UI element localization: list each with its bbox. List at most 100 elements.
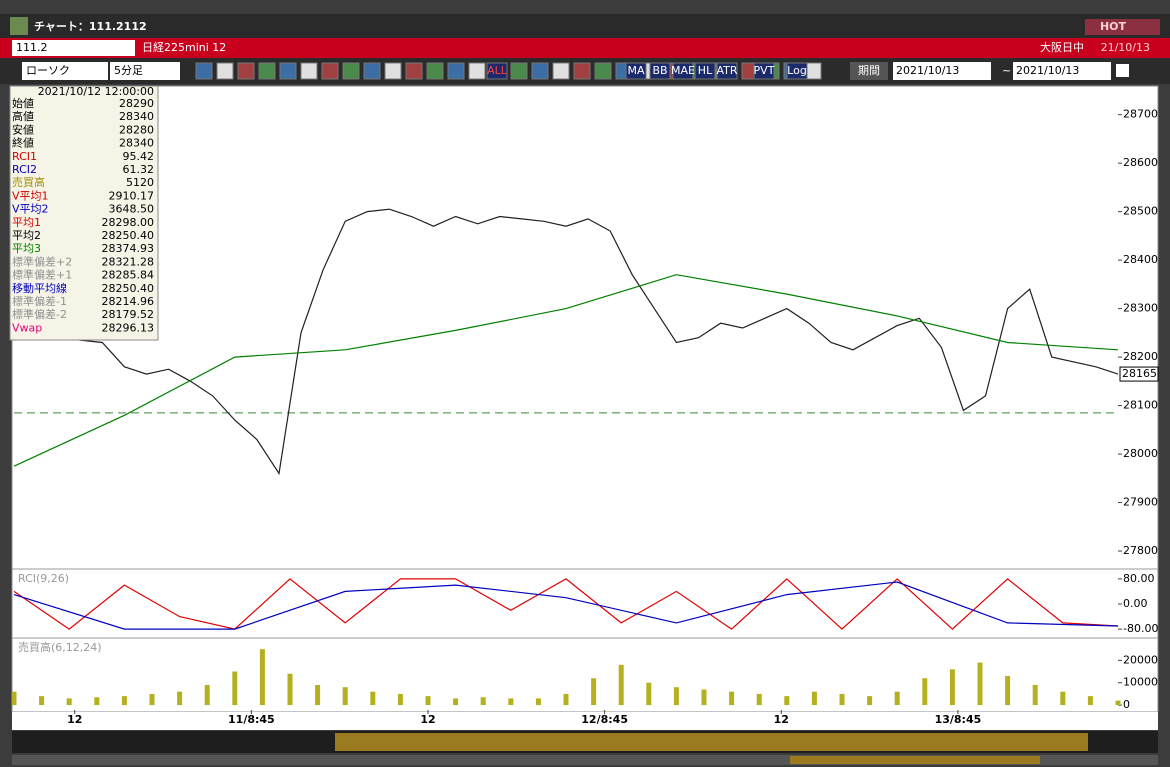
volume-bar xyxy=(977,662,983,706)
toolbar-icon[interactable] xyxy=(237,62,255,80)
scrollbar-thumb[interactable] xyxy=(790,756,1040,764)
series-line xyxy=(13,208,1119,476)
scroll-thumb[interactable] xyxy=(335,733,1088,751)
info-label: 始値 xyxy=(12,96,34,110)
current-price-label: 28165 xyxy=(1122,367,1157,380)
toolbar-icon[interactable] xyxy=(649,62,671,80)
info-label: 平均2 xyxy=(12,229,41,242)
info-bg xyxy=(9,85,159,341)
toolbar-icon[interactable] xyxy=(573,62,591,80)
y-tick-label: 28600 xyxy=(1123,156,1158,169)
chart-type-select[interactable] xyxy=(22,62,108,80)
volume-bar xyxy=(1032,684,1038,706)
info-value: 28214.96 xyxy=(102,295,155,308)
info-value: 28290 xyxy=(119,97,154,110)
toolbar-icon[interactable] xyxy=(786,62,808,80)
volume-bar xyxy=(508,698,514,706)
x-axis-area xyxy=(12,712,1158,730)
info-value: 28340 xyxy=(119,137,154,150)
volume-bar xyxy=(673,687,679,706)
info-value: 28285.84 xyxy=(102,269,155,282)
volume-bar xyxy=(646,682,652,706)
toolbar-icon-label: MAE xyxy=(671,64,695,77)
volume-bar xyxy=(66,698,72,706)
symbol-select[interactable] xyxy=(12,40,135,56)
toolbar-icon[interactable] xyxy=(195,62,213,80)
series-line xyxy=(13,274,1119,467)
toolbar-icon[interactable] xyxy=(279,62,297,80)
volume-bar xyxy=(811,691,817,706)
volume-bar xyxy=(232,671,238,706)
volume-bar xyxy=(149,693,155,706)
volume-bar xyxy=(729,691,735,706)
toolbar-icon[interactable] xyxy=(753,62,775,80)
volume-bar xyxy=(618,664,624,706)
toolbar-icon[interactable] xyxy=(510,62,528,80)
y-tick-label: 28200 xyxy=(1123,350,1158,363)
volume-bar xyxy=(839,693,845,706)
toolbar-icon[interactable] xyxy=(625,62,647,80)
toolbar-icon[interactable] xyxy=(321,62,339,80)
volume-bar xyxy=(177,691,183,706)
toolbar-icon[interactable] xyxy=(694,62,716,80)
volume-bar xyxy=(894,691,900,706)
checkbox[interactable] xyxy=(1116,64,1129,77)
toolbar-icon[interactable] xyxy=(531,62,549,80)
info-panel: 2021/10/12 12:00:00 始値 28290 高値 28340 安値 2828… xyxy=(9,85,159,341)
info-value: 28179.52 xyxy=(102,308,155,321)
volume-bar xyxy=(922,678,928,706)
toolbar-icon[interactable] xyxy=(716,62,738,80)
toolbar-icon[interactable] xyxy=(447,62,465,80)
toolbar-icon[interactable] xyxy=(426,62,444,80)
y-tick-label: 80.00 xyxy=(1123,572,1155,585)
period-button[interactable] xyxy=(850,62,888,80)
series-line xyxy=(13,581,1119,630)
volume-bar xyxy=(453,698,459,706)
series-line xyxy=(13,578,1119,630)
volume-bar xyxy=(1060,691,1066,706)
toolbar-icon[interactable] xyxy=(552,62,570,80)
interval: 5分足 xyxy=(114,64,143,77)
toolbar-icon[interactable] xyxy=(258,62,276,80)
info-value: 28250.40 xyxy=(102,282,155,295)
volume-bar xyxy=(563,693,569,706)
y-tick-label: 28100 xyxy=(1123,399,1158,412)
toolbar-icon[interactable] xyxy=(486,62,508,80)
info-value: 28296.13 xyxy=(102,321,155,334)
toolbar-icon[interactable] xyxy=(342,62,360,80)
toolbar-icon[interactable] xyxy=(363,62,381,80)
to-date: 2021/10/13 xyxy=(1016,64,1079,77)
x-tick-label: 11/8:45 xyxy=(228,713,275,726)
info-label: 売買高 xyxy=(12,175,45,189)
to-date-input[interactable] xyxy=(1013,62,1111,80)
toolbar-icon-label: MA xyxy=(627,64,644,77)
info-value: 5120 xyxy=(126,176,154,189)
toolbar-icon[interactable] xyxy=(384,62,402,80)
title-bar xyxy=(0,14,1170,38)
window-title: チャート：111.2112 xyxy=(34,20,147,33)
y-tick-label: 27900 xyxy=(1123,496,1158,509)
volume-bar xyxy=(1087,696,1093,706)
y-tick-label: 0 xyxy=(1123,698,1130,711)
toolbar-icon[interactable] xyxy=(300,62,318,80)
hot-button[interactable] xyxy=(1085,19,1160,35)
toolbar-icon[interactable] xyxy=(468,62,486,80)
toolbar-icon[interactable] xyxy=(672,62,694,80)
toolbar-icon[interactable] xyxy=(594,62,612,80)
info-label: 平均1 xyxy=(12,216,41,229)
volume-bar xyxy=(591,678,597,706)
volume-bar xyxy=(867,696,873,706)
from-date-input[interactable] xyxy=(893,62,991,80)
volume-bar xyxy=(1115,700,1121,706)
toolbar-icon[interactable] xyxy=(405,62,423,80)
y-tick-label: 28700 xyxy=(1123,108,1158,121)
symbol-name: 日経225mini 12 xyxy=(142,41,226,54)
volume-bar xyxy=(315,684,321,706)
interval-select[interactable] xyxy=(110,62,180,80)
info-value: 28280 xyxy=(119,123,154,136)
toolbar-icon[interactable] xyxy=(216,62,234,80)
info-label: 安値 xyxy=(12,122,34,136)
toolbar-icon-label: Log xyxy=(787,64,807,77)
y-tick-label: -80.00 xyxy=(1123,622,1158,635)
